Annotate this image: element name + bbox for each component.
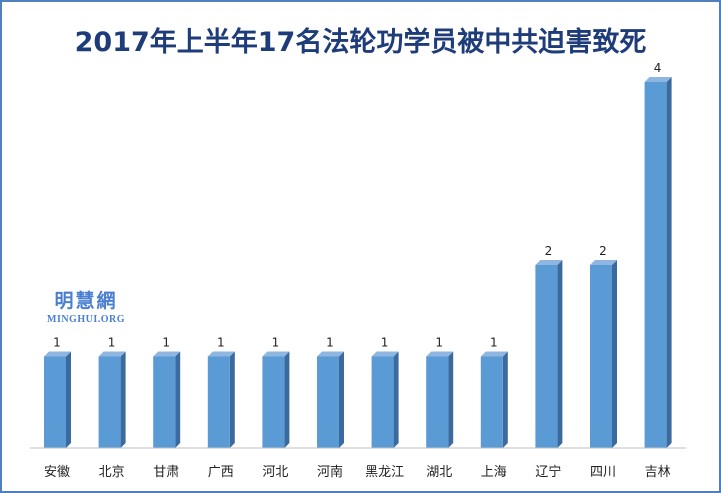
bar — [590, 265, 612, 448]
bar-top — [426, 351, 454, 357]
data-label: 2 — [545, 244, 553, 258]
bar-top — [317, 351, 344, 357]
data-label: 1 — [381, 336, 389, 350]
chart-title: 2017年上半年17名法轮功学员被中共迫害致死 — [74, 27, 647, 58]
bar — [644, 82, 667, 448]
bar-side — [66, 351, 71, 448]
bar-side — [120, 351, 126, 448]
bar-top — [98, 351, 126, 357]
data-label: 1 — [435, 336, 443, 350]
data-label: 1 — [162, 336, 170, 350]
data-label: 1 — [326, 336, 334, 350]
bar — [480, 356, 503, 448]
bar-side — [612, 260, 617, 448]
bar-side — [557, 260, 563, 448]
logo-name-en: MINGHUI.ORG — [47, 314, 125, 325]
x-tick-label: 湖北 — [426, 465, 452, 480]
data-label: 1 — [53, 336, 61, 350]
bar-top — [480, 351, 508, 357]
bar-side — [393, 351, 399, 448]
bar — [426, 356, 449, 448]
bar-side — [175, 351, 181, 448]
data-label: 2 — [599, 244, 607, 258]
x-tick-label: 吉林 — [645, 465, 671, 480]
bar-top — [153, 351, 181, 357]
data-label: 4 — [654, 61, 662, 75]
bar-top — [262, 351, 290, 357]
bars-group — [44, 77, 672, 448]
bar — [317, 356, 339, 448]
x-tick-label: 上海 — [481, 465, 507, 480]
bar — [262, 356, 285, 448]
minghui-logo: 明慧網 MINGHUI.ORG — [42, 286, 130, 325]
bar-side — [448, 351, 454, 448]
x-tick-label: 北京 — [99, 465, 125, 480]
bar-side — [229, 351, 235, 448]
data-label: 1 — [272, 336, 280, 350]
logo-name-cn: 明慧網 — [54, 290, 118, 312]
bar — [44, 356, 66, 448]
x-tick-label: 四川 — [590, 465, 616, 480]
bar — [371, 356, 394, 448]
x-tick-label: 安徽 — [44, 465, 70, 480]
data-label: 1 — [217, 336, 225, 350]
bar-top — [44, 351, 71, 357]
data-label: 1 — [108, 336, 116, 350]
bar — [535, 265, 558, 448]
bar-side — [284, 351, 290, 448]
bar-top — [644, 77, 672, 82]
bar-side — [502, 351, 508, 448]
bar — [207, 356, 230, 448]
bar — [98, 356, 121, 448]
bar-top — [371, 351, 399, 357]
bar-top — [207, 351, 235, 357]
x-tick-label: 河南 — [317, 464, 343, 480]
bar — [153, 356, 176, 448]
x-tick-label: 黑龙江 — [365, 465, 404, 480]
bar-side — [339, 351, 344, 448]
labels-group: 1 安徽 1 北京 1 甘肃 1 广西 1 河北 1 河南 1 黑龙江 1 湖北 1 上海 2 辽宁 2 四川 4 吉林 — [44, 61, 671, 480]
x-tick-label: 广西 — [208, 465, 234, 480]
bar-top — [535, 260, 563, 265]
bar-side — [666, 77, 672, 448]
x-tick-label: 河北 — [262, 465, 288, 480]
x-tick-label: 辽宁 — [535, 464, 561, 480]
bar-top — [590, 260, 617, 265]
x-tick-label: 甘肃 — [153, 465, 179, 480]
data-label: 1 — [490, 336, 498, 350]
